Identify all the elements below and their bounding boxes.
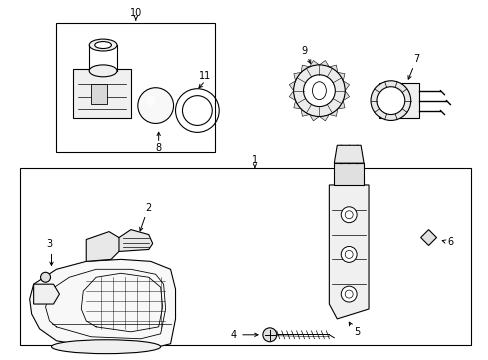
Polygon shape bbox=[289, 81, 295, 91]
Circle shape bbox=[263, 328, 276, 342]
Ellipse shape bbox=[89, 39, 117, 51]
Polygon shape bbox=[293, 72, 301, 81]
Polygon shape bbox=[293, 100, 301, 109]
Circle shape bbox=[41, 272, 50, 282]
Polygon shape bbox=[301, 65, 309, 72]
Polygon shape bbox=[119, 230, 152, 251]
Bar bbox=[378, 83, 418, 118]
Ellipse shape bbox=[95, 41, 111, 49]
Text: 4: 4 bbox=[230, 330, 237, 340]
Polygon shape bbox=[289, 91, 295, 100]
Ellipse shape bbox=[312, 82, 325, 100]
Text: 5: 5 bbox=[353, 327, 360, 337]
Circle shape bbox=[345, 251, 352, 258]
Polygon shape bbox=[328, 65, 337, 72]
Circle shape bbox=[345, 290, 352, 298]
Polygon shape bbox=[420, 230, 436, 246]
Polygon shape bbox=[91, 84, 107, 104]
Text: 8: 8 bbox=[155, 143, 162, 153]
Polygon shape bbox=[309, 60, 319, 67]
Ellipse shape bbox=[89, 65, 117, 77]
Circle shape bbox=[341, 247, 356, 262]
Polygon shape bbox=[309, 114, 319, 121]
Polygon shape bbox=[343, 91, 349, 100]
Circle shape bbox=[376, 87, 404, 114]
Circle shape bbox=[345, 211, 352, 219]
Polygon shape bbox=[301, 109, 309, 116]
Text: 2: 2 bbox=[145, 203, 152, 213]
Polygon shape bbox=[319, 114, 328, 121]
Polygon shape bbox=[334, 145, 364, 163]
Circle shape bbox=[293, 65, 345, 117]
Text: 11: 11 bbox=[199, 71, 211, 81]
Bar bbox=[56, 23, 215, 152]
Polygon shape bbox=[334, 163, 364, 185]
Polygon shape bbox=[30, 260, 175, 349]
Text: 6: 6 bbox=[447, 237, 452, 247]
Polygon shape bbox=[328, 109, 337, 116]
Polygon shape bbox=[34, 284, 60, 304]
Polygon shape bbox=[337, 100, 345, 109]
Text: 9: 9 bbox=[301, 46, 307, 56]
Text: 10: 10 bbox=[129, 8, 142, 18]
Ellipse shape bbox=[51, 340, 161, 354]
Text: 7: 7 bbox=[413, 54, 419, 64]
Circle shape bbox=[138, 88, 173, 123]
Polygon shape bbox=[319, 60, 328, 67]
Polygon shape bbox=[73, 69, 131, 118]
Text: 3: 3 bbox=[46, 239, 53, 249]
Polygon shape bbox=[337, 72, 345, 81]
Bar bbox=[20, 168, 470, 345]
Polygon shape bbox=[328, 185, 368, 319]
Text: 1: 1 bbox=[251, 155, 258, 165]
Polygon shape bbox=[343, 81, 349, 91]
Circle shape bbox=[341, 207, 356, 223]
Circle shape bbox=[303, 75, 335, 107]
Circle shape bbox=[341, 286, 356, 302]
Circle shape bbox=[370, 81, 410, 121]
Polygon shape bbox=[86, 231, 122, 261]
Circle shape bbox=[145, 96, 155, 105]
